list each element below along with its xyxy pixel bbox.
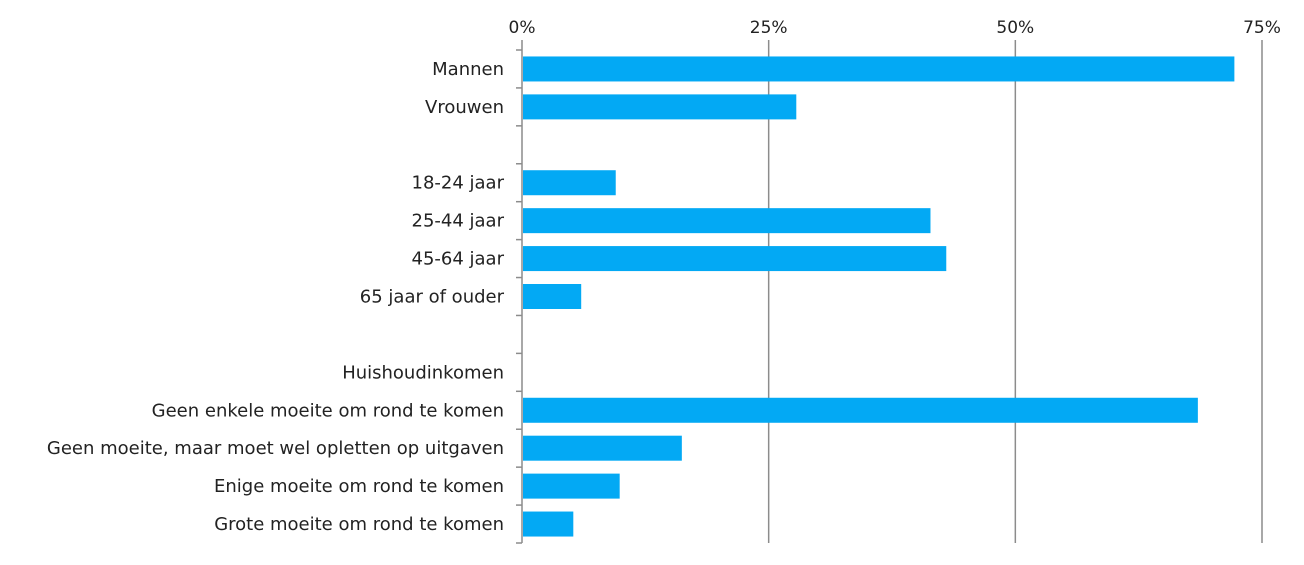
category-label: Geen moeite, maar moet wel opletten op u…: [47, 438, 504, 459]
category-label: Enige moeite om rond te komen: [214, 476, 504, 497]
category-label: Huishoudinkomen: [342, 362, 504, 383]
category-labels: Mannen Vrouwen 18-24 jaar 25-44 jaar 45-64 j…: [47, 59, 505, 535]
gridlines: [767, 40, 1263, 543]
category-label: Vrouwen: [425, 97, 504, 118]
category-label: Grote moeite om rond te komen: [214, 514, 504, 535]
category-axis: [516, 40, 523, 544]
bars: [523, 56, 1235, 537]
bar: [523, 473, 620, 499]
bar: [523, 397, 1198, 423]
bar: [523, 284, 582, 309]
bar: [523, 170, 616, 196]
bar: [523, 208, 931, 234]
x-axis-tick-labels: 0% 25% 50% 75%: [509, 18, 1281, 38]
category-label: 25-44 jaar: [412, 211, 505, 232]
category-label: Geen enkele moeite om rond te komen: [152, 400, 504, 421]
bar: [523, 435, 682, 461]
bar: [523, 511, 574, 537]
category-label: 45-64 jaar: [412, 249, 505, 270]
bar: [523, 246, 947, 272]
category-label: Mannen: [432, 59, 504, 80]
x-tick-label: 75%: [1243, 18, 1281, 38]
bar: [523, 56, 1235, 82]
bar: [523, 94, 797, 120]
category-label: 65 jaar of ouder: [360, 287, 505, 308]
x-tick-label: 50%: [996, 18, 1034, 38]
x-tick-label: 0%: [509, 18, 536, 38]
x-tick-label: 25%: [750, 18, 788, 38]
category-label: 18-24 jaar: [412, 173, 505, 194]
